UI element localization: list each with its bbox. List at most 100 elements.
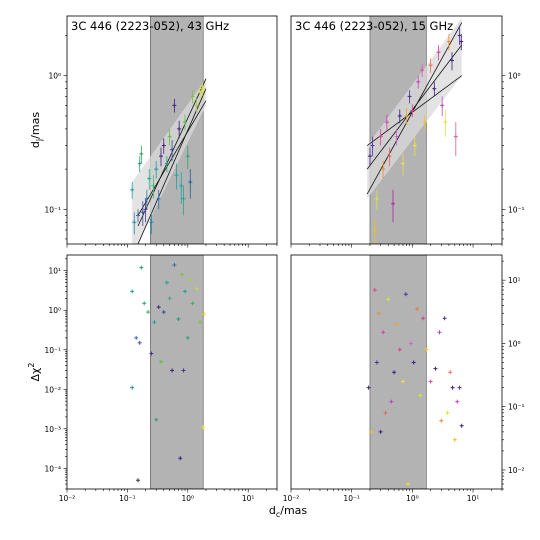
fit-line-2 xyxy=(366,44,463,170)
data-point xyxy=(139,145,144,164)
y-axis: 10⁻¹ 10⁰ xyxy=(44,35,67,240)
data-point xyxy=(394,322,399,327)
data-point xyxy=(411,360,416,365)
data-point xyxy=(450,52,455,71)
data-point xyxy=(436,44,441,61)
data-point xyxy=(448,370,453,375)
data-point xyxy=(459,34,464,51)
data-point xyxy=(158,359,163,364)
data-point xyxy=(378,128,383,146)
shaded-region xyxy=(150,255,204,489)
data-point xyxy=(154,417,159,422)
data-point xyxy=(370,136,375,157)
y-tick-label: 10⁰ xyxy=(508,339,521,348)
data-point xyxy=(181,185,186,216)
fit-line-3 xyxy=(366,75,462,146)
data-point xyxy=(420,64,425,77)
data-point xyxy=(183,289,188,294)
data-point xyxy=(437,330,442,335)
y-axis: 10⁻⁴ 10⁻³ 10⁻² 10⁻¹ 10⁰ 10¹ xyxy=(44,258,67,490)
data-point xyxy=(156,189,161,210)
axes-frame xyxy=(290,15,503,245)
chart-panel-top-right: 10⁻¹ 10⁰ 3C 446 (2223-052), 15 GHz xyxy=(290,15,525,248)
x-axis: 10⁻² 10⁻¹ 10⁰ 10¹ xyxy=(59,489,278,503)
data-point xyxy=(394,128,399,146)
data-point xyxy=(130,182,135,199)
panel-title: 3C 446 (2223-052), 15 GHz xyxy=(295,19,453,33)
data-point xyxy=(164,280,169,285)
x-axis xyxy=(66,244,278,248)
data-point xyxy=(167,296,172,301)
x-tick-label: 10⁻² xyxy=(59,494,76,503)
data-point xyxy=(188,169,193,199)
data-point xyxy=(178,456,183,461)
data-point xyxy=(164,156,169,173)
data-point xyxy=(130,385,135,390)
data-point xyxy=(179,272,184,277)
data-point xyxy=(172,98,177,113)
x-tick-label: 10⁻² xyxy=(283,494,300,503)
plot-area xyxy=(366,16,464,244)
data-point xyxy=(397,347,402,352)
data-point xyxy=(144,189,149,210)
data-point xyxy=(139,265,144,270)
y-tick-label: 10⁰ xyxy=(48,72,61,81)
data-point xyxy=(422,114,427,131)
data-point xyxy=(201,425,206,430)
x-axis xyxy=(290,244,503,248)
data-point xyxy=(450,385,455,390)
data-point xyxy=(372,287,377,292)
data-point xyxy=(200,82,205,96)
data-point xyxy=(367,147,372,167)
x-tick-label: 10¹ xyxy=(467,494,480,503)
data-point xyxy=(154,160,159,179)
x-tick-label: 10⁻¹ xyxy=(119,494,136,503)
data-point xyxy=(381,160,386,179)
data-point xyxy=(167,128,172,146)
data-point xyxy=(433,366,438,371)
data-point xyxy=(194,98,199,113)
chart-panel-bottom-left: 10⁻² 10⁻¹ 10⁰ 10¹ 10⁻⁴ 10⁻³ 10⁻² 10⁻¹ 10⁰ 10¹ xyxy=(44,254,278,503)
data-point xyxy=(132,212,137,235)
data-point xyxy=(391,189,396,223)
plot-area xyxy=(366,255,464,489)
y-tick-label: 10⁻¹ xyxy=(508,205,525,214)
data-point xyxy=(136,478,141,483)
data-point xyxy=(415,307,420,312)
data-point xyxy=(374,360,379,365)
y-tick-label: 10⁻⁴ xyxy=(44,464,61,473)
data-point xyxy=(397,109,402,124)
data-point xyxy=(381,330,386,335)
data-point xyxy=(418,393,423,398)
data-point xyxy=(443,110,448,137)
data-point xyxy=(136,209,141,223)
fit-band xyxy=(132,78,206,244)
data-point xyxy=(130,289,135,294)
chart-panel-bottom-right: 10⁻² 10⁻¹ 10⁰ 10¹ 10⁻² 10⁻¹ 10⁰ 10¹ xyxy=(283,254,525,503)
data-point xyxy=(149,351,154,356)
plot-area xyxy=(130,255,206,489)
data-point xyxy=(183,114,188,131)
data-point xyxy=(392,370,397,375)
plot-area xyxy=(130,16,207,244)
data-point xyxy=(201,312,206,317)
y-axis-label-bottom: Δχ2 xyxy=(27,363,42,382)
data-point xyxy=(147,169,152,190)
data-point xyxy=(149,212,154,235)
data-point xyxy=(188,277,193,282)
data-point xyxy=(409,341,414,346)
chart-panel-top-left: 10⁻¹ 10⁰ 3C 446 (2223-052), 43 GHz xyxy=(44,15,278,248)
x-axis: 10⁻² 10⁻¹ 10⁰ 10¹ xyxy=(283,489,503,503)
data-point xyxy=(170,140,175,161)
y-tick-label: 10⁻¹ xyxy=(44,346,61,355)
axes-frame xyxy=(66,254,278,490)
data-point xyxy=(161,138,166,154)
data-point xyxy=(374,189,379,210)
x-tick-label: 10⁰ xyxy=(406,494,419,503)
data-point xyxy=(179,172,184,204)
data-point xyxy=(134,335,139,340)
fit-line-2 xyxy=(137,88,207,244)
data-point xyxy=(407,90,412,104)
data-point xyxy=(190,301,195,306)
